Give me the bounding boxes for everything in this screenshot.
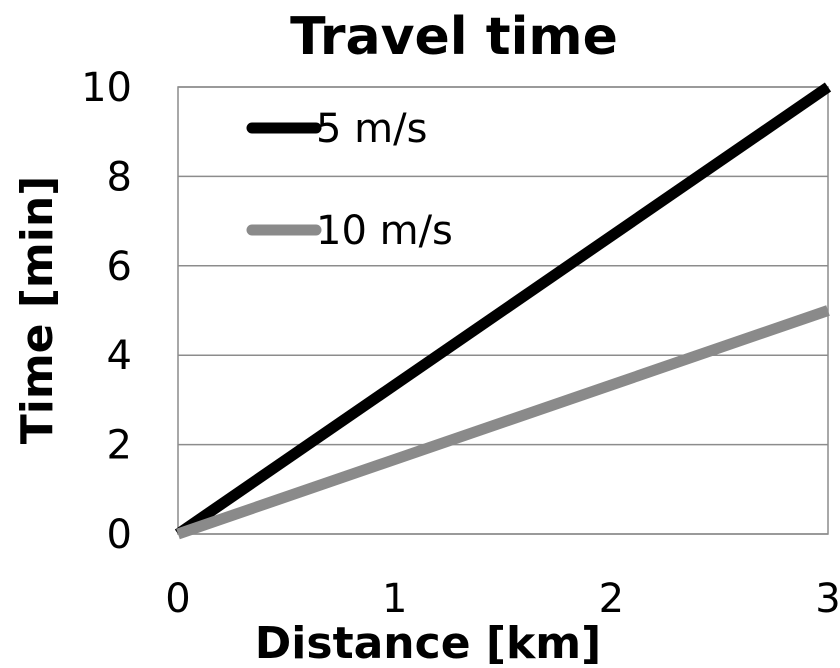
y-tick-label: 2 (107, 423, 132, 469)
x-tick-label: 3 (815, 576, 840, 622)
x-tick-label: 2 (599, 576, 624, 622)
series-lines (174, 82, 832, 540)
series-line-1 (174, 82, 832, 539)
y-tick-label: 4 (107, 333, 132, 379)
y-tick-label: 10 (81, 65, 132, 111)
y-tick-label: 8 (107, 154, 132, 200)
x-axis-ticks: 0 1 2 3 (165, 576, 840, 622)
x-tick-label: 1 (382, 576, 407, 622)
series-line-2 (176, 305, 830, 540)
x-tick-label: 0 (165, 576, 190, 622)
legend: 5 m/s 10 m/s (246, 106, 453, 254)
y-tick-label: 0 (107, 512, 132, 558)
legend-label-1: 5 m/s (316, 106, 427, 152)
y-axis-label: Time [min] (12, 176, 63, 445)
y-axis-ticks: 0 2 4 6 8 10 (81, 65, 132, 558)
y-tick-label: 6 (107, 244, 132, 290)
chart-title: Travel time (290, 7, 618, 67)
legend-label-2: 10 m/s (316, 208, 453, 254)
x-axis-label: Distance [km] (255, 618, 601, 668)
